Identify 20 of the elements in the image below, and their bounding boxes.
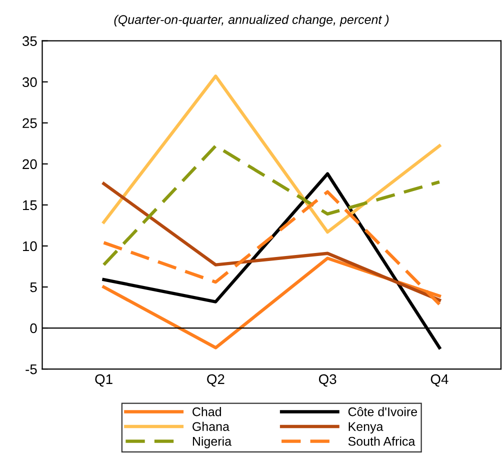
x-tick-label: Q1 — [95, 374, 112, 387]
x-tick-label: Q2 — [207, 374, 224, 387]
y-tick-label: 5 — [30, 282, 37, 292]
legend-label: Ghana — [192, 422, 230, 431]
y-tick-label: 30 — [22, 77, 37, 88]
legend-label: Côte d'Ivoire — [348, 406, 418, 416]
legend-label: Chad — [192, 407, 222, 416]
x-tick-label: Q3 — [318, 374, 336, 387]
legend-label: Kenya — [348, 422, 384, 434]
legend-label: Nigeria — [192, 436, 232, 448]
y-tick-label: 10 — [23, 241, 37, 252]
y-tick-label: 15 — [23, 200, 37, 210]
legend-label: South Africa — [348, 436, 416, 446]
chart-subtitle: (Quarter-on-quarter, annualized change, percent ) — [114, 14, 389, 26]
y-tick-label: 0 — [30, 323, 37, 334]
y-tick-label: 20 — [22, 159, 37, 170]
y-tick-label: 25 — [22, 118, 37, 128]
y-tick-label: 35 — [22, 36, 37, 46]
y-tick-label: -5 — [26, 364, 37, 374]
x-tick-label: Q4 — [430, 374, 448, 387]
